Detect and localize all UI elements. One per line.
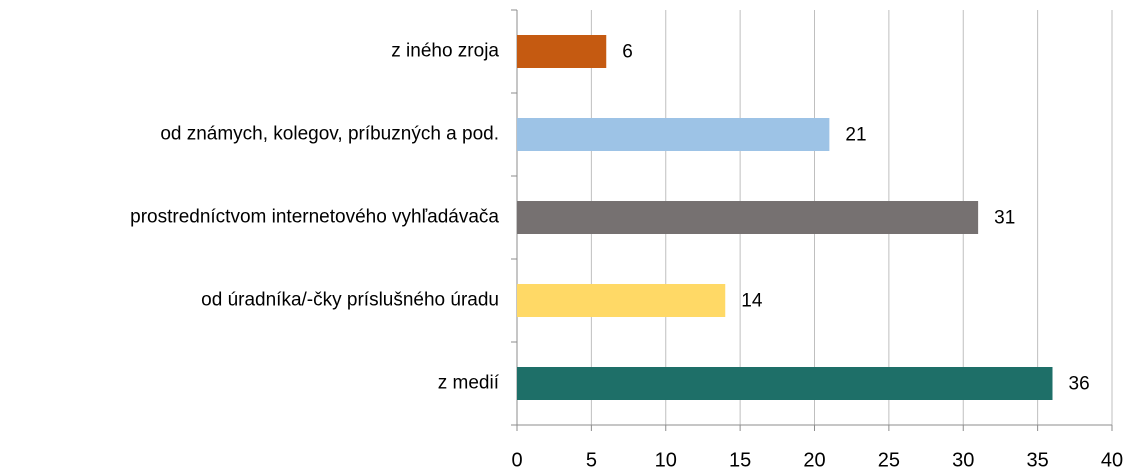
bar — [517, 35, 607, 68]
y-tick-label: z iného zroja — [391, 41, 499, 62]
y-tick-label: od známych, kolegov, príbuzných a pod. — [160, 124, 499, 145]
data-label: 36 — [1069, 374, 1090, 395]
x-tick-label: 0 — [511, 449, 522, 470]
data-label: 21 — [845, 125, 866, 146]
x-tick-label: 15 — [729, 449, 751, 470]
bar — [517, 284, 726, 317]
bar — [517, 367, 1053, 400]
data-label: 14 — [741, 291, 763, 312]
y-tick-label: z medií — [438, 373, 500, 394]
x-tick-label: 25 — [878, 449, 900, 470]
bar — [517, 201, 979, 234]
data-label: 6 — [622, 42, 633, 63]
y-tick-label: prostredníctvom internetového vyhľadávač… — [130, 207, 499, 228]
x-tick-label: 10 — [655, 449, 677, 470]
bar — [517, 118, 830, 151]
x-tick-label: 40 — [1101, 449, 1123, 470]
x-tick-label: 35 — [1027, 449, 1049, 470]
data-label: 31 — [994, 208, 1015, 229]
x-tick-label: 20 — [803, 449, 825, 470]
x-tick-label: 30 — [952, 449, 974, 470]
y-tick-label: od úradníka/-čky príslušného úradu — [201, 290, 499, 311]
x-tick-label: 5 — [586, 449, 597, 470]
